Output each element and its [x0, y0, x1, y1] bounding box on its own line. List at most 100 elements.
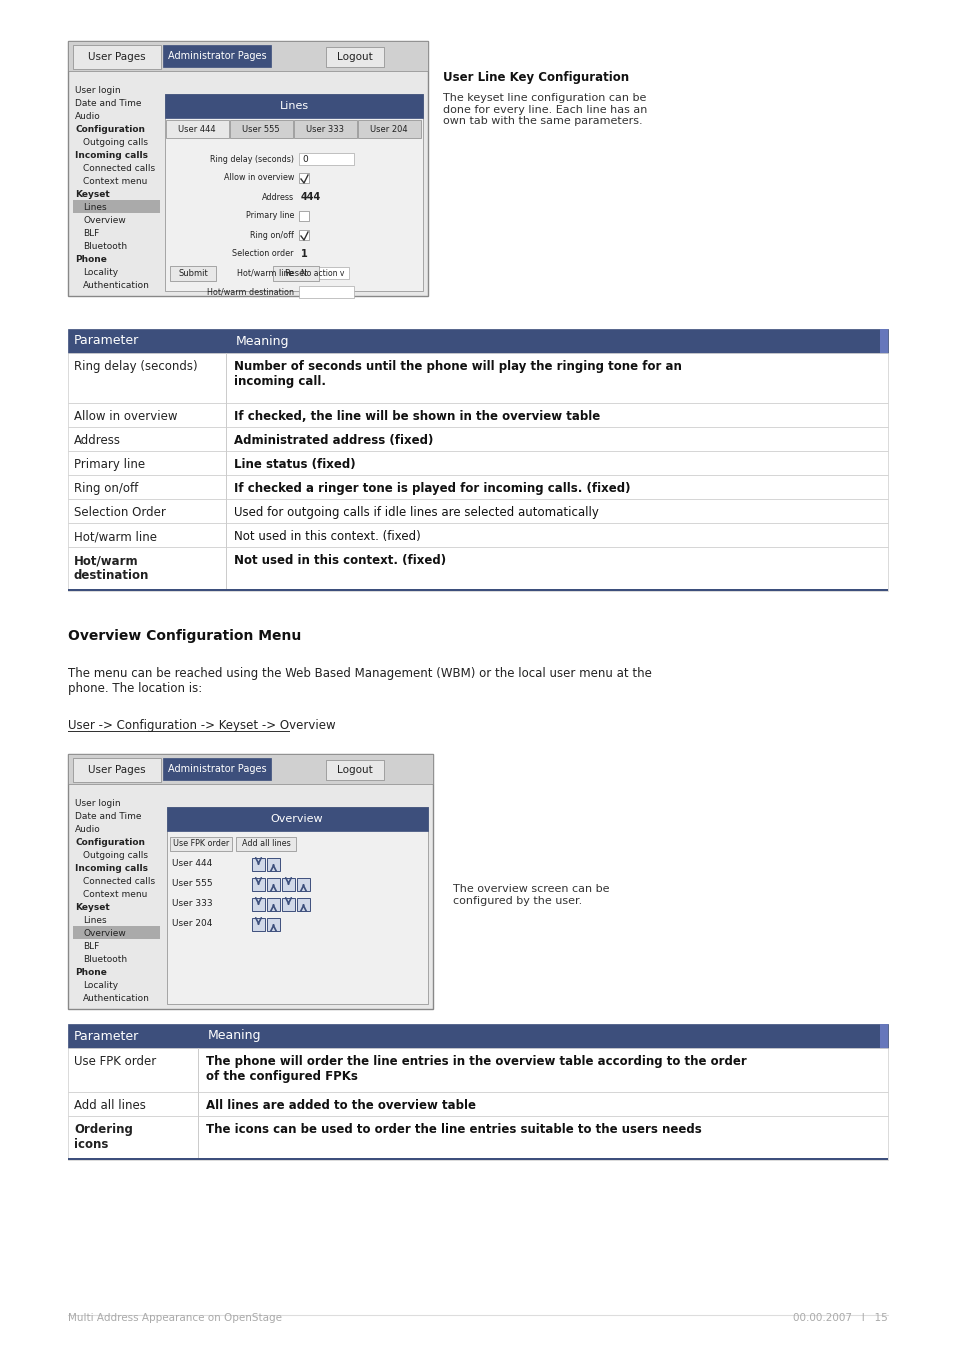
- Bar: [68, 353, 887, 403]
- Bar: [73, 925, 160, 939]
- Bar: [282, 898, 294, 911]
- Text: Lines: Lines: [279, 101, 308, 111]
- Text: Context menu: Context menu: [83, 177, 147, 186]
- Text: Keyset: Keyset: [75, 902, 110, 912]
- Text: The menu can be reached using the Web Based Management (WBM) or the local user m: The menu can be reached using the Web Ba…: [68, 667, 651, 694]
- Bar: [73, 758, 161, 782]
- Bar: [296, 878, 310, 892]
- Bar: [68, 1116, 887, 1161]
- Text: Connected calls: Connected calls: [83, 163, 155, 173]
- Text: Ring delay (seconds): Ring delay (seconds): [74, 359, 197, 373]
- Text: All lines are added to the overview table: All lines are added to the overview tabl…: [206, 1098, 476, 1112]
- Text: The overview screen can be
configured by the user.: The overview screen can be configured by…: [453, 884, 609, 905]
- Text: Connected calls: Connected calls: [83, 877, 155, 886]
- Bar: [198, 1116, 199, 1161]
- Text: The phone will order the line entries in the overview table according to the ord: The phone will order the line entries in…: [206, 1055, 746, 1084]
- Text: Logout: Logout: [336, 51, 373, 62]
- Bar: [163, 45, 271, 68]
- Bar: [166, 120, 229, 138]
- Bar: [230, 120, 293, 138]
- Text: The icons can be used to order the line entries suitable to the users needs: The icons can be used to order the line …: [206, 1123, 701, 1136]
- Text: User login: User login: [75, 798, 120, 808]
- Text: Hot/warm line: Hot/warm line: [74, 530, 157, 543]
- Bar: [298, 230, 309, 240]
- Text: 444: 444: [301, 192, 321, 203]
- Text: Submit: Submit: [178, 269, 208, 278]
- Text: Hot/warm
destination: Hot/warm destination: [74, 554, 150, 582]
- Bar: [68, 589, 887, 590]
- Bar: [198, 1048, 199, 1092]
- Bar: [298, 173, 309, 182]
- Text: Multi Address Appearance on OpenStage: Multi Address Appearance on OpenStage: [68, 1313, 282, 1323]
- Text: User 204: User 204: [370, 124, 407, 134]
- Bar: [68, 476, 887, 499]
- Bar: [68, 403, 887, 427]
- Bar: [226, 476, 227, 499]
- Text: Not used in this context. (fixed): Not used in this context. (fixed): [233, 554, 446, 567]
- Text: Ring on/off: Ring on/off: [74, 482, 138, 494]
- Text: Outgoing calls: Outgoing calls: [83, 851, 148, 861]
- Text: Hot/warm line: Hot/warm line: [237, 269, 294, 277]
- Text: Line status (fixed): Line status (fixed): [233, 458, 355, 471]
- Text: Administrator Pages: Administrator Pages: [168, 765, 266, 774]
- Bar: [68, 1048, 887, 1092]
- Text: Date and Time: Date and Time: [75, 99, 141, 108]
- Text: Locality: Locality: [83, 981, 118, 990]
- Bar: [267, 898, 280, 911]
- Text: Lines: Lines: [83, 203, 107, 212]
- Bar: [879, 330, 887, 353]
- Text: User Pages: User Pages: [88, 765, 146, 775]
- Text: User 555: User 555: [242, 124, 279, 134]
- Text: Not used in this context. (fixed): Not used in this context. (fixed): [233, 530, 420, 543]
- Bar: [68, 1024, 887, 1048]
- Bar: [252, 898, 265, 911]
- Text: Date and Time: Date and Time: [75, 812, 141, 821]
- Text: Reset: Reset: [284, 269, 308, 278]
- Text: No action v: No action v: [301, 269, 344, 277]
- Bar: [273, 266, 318, 281]
- Text: Configuration: Configuration: [75, 126, 145, 134]
- Text: User 444: User 444: [178, 124, 215, 134]
- Text: Allow in overview: Allow in overview: [223, 173, 294, 182]
- Text: Administrated address (fixed): Administrated address (fixed): [233, 434, 433, 447]
- Text: Used for outgoing calls if idle lines are selected automatically: Used for outgoing calls if idle lines ar…: [233, 507, 598, 519]
- Text: Meaning: Meaning: [208, 1029, 261, 1043]
- Text: User -> Configuration -> Keyset -> Overview: User -> Configuration -> Keyset -> Overv…: [68, 719, 335, 732]
- Bar: [68, 427, 887, 451]
- Bar: [163, 758, 271, 780]
- Text: Authentication: Authentication: [83, 281, 150, 290]
- Text: Incoming calls: Incoming calls: [75, 865, 148, 873]
- Text: Hot/warm destination: Hot/warm destination: [207, 288, 294, 296]
- Text: Configuration: Configuration: [75, 838, 145, 847]
- Text: Parameter: Parameter: [74, 1029, 139, 1043]
- Text: Locality: Locality: [83, 267, 118, 277]
- Text: BLF: BLF: [83, 942, 99, 951]
- Text: Use FPK order: Use FPK order: [74, 1055, 156, 1069]
- Text: Parameter: Parameter: [74, 335, 139, 347]
- Text: Keyset: Keyset: [75, 190, 110, 199]
- Bar: [252, 858, 265, 871]
- Bar: [298, 211, 309, 222]
- Bar: [165, 95, 422, 118]
- Bar: [170, 838, 232, 851]
- Text: Context menu: Context menu: [83, 890, 147, 898]
- Text: User Line Key Configuration: User Line Key Configuration: [442, 72, 628, 84]
- Text: User 333: User 333: [306, 124, 344, 134]
- Text: Add all lines: Add all lines: [74, 1098, 146, 1112]
- Text: 1: 1: [301, 249, 308, 259]
- Bar: [298, 153, 354, 165]
- Text: Ordering
icons: Ordering icons: [74, 1123, 132, 1151]
- Bar: [267, 878, 280, 892]
- Text: Address: Address: [262, 192, 294, 201]
- Bar: [252, 878, 265, 892]
- Bar: [198, 1092, 199, 1116]
- Text: Number of seconds until the phone will play the ringing tone for an
incoming cal: Number of seconds until the phone will p…: [233, 359, 681, 388]
- Text: User 333: User 333: [172, 900, 213, 908]
- Bar: [226, 547, 227, 590]
- Bar: [357, 120, 420, 138]
- Text: Use FPK order: Use FPK order: [172, 839, 229, 848]
- Text: User Pages: User Pages: [88, 51, 146, 62]
- Bar: [235, 838, 295, 851]
- Bar: [267, 858, 280, 871]
- Bar: [226, 523, 227, 547]
